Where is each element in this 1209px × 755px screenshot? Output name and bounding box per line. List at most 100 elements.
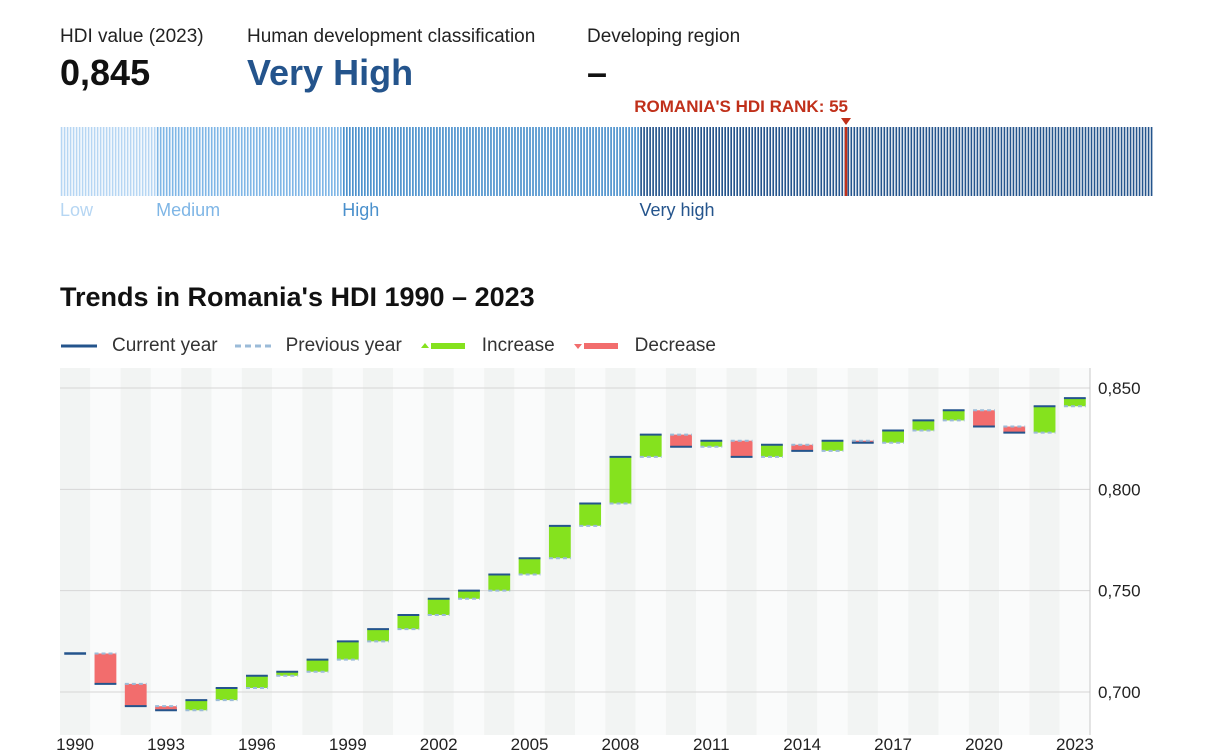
rank-marker-label: ROMANIA'S HDI RANK: 55 <box>634 97 848 116</box>
rank-bar-stripe <box>604 127 606 196</box>
increase-bar[interactable] <box>427 598 450 615</box>
current-year-line-icon <box>61 344 97 348</box>
rank-bar-stripe <box>523 127 525 196</box>
decrease-bar[interactable] <box>791 444 814 451</box>
rank-bar-stripe <box>736 127 739 196</box>
chart-column-band <box>302 368 333 735</box>
rank-bar-stripe <box>433 127 435 196</box>
rank-bar-stripe <box>916 127 919 196</box>
rank-bar-stripe <box>913 127 916 196</box>
rank-bar-stripe <box>511 127 513 196</box>
rank-bar-stripe <box>829 127 832 196</box>
increase-bar[interactable] <box>548 525 571 559</box>
increase-bar[interactable] <box>367 629 389 642</box>
rank-tier-label: Very high <box>640 200 715 220</box>
rank-bar-stripe <box>622 127 624 196</box>
rank-bar-stripe <box>1102 127 1105 196</box>
rank-bar-stripe <box>754 127 757 196</box>
increase-bar[interactable] <box>336 641 359 660</box>
rank-bar-stripe <box>270 127 273 196</box>
chart-column-band <box>514 368 545 735</box>
rank-bar-stripe <box>940 127 943 196</box>
rank-bar-stripe <box>517 127 519 196</box>
x-tick-label: 2011 <box>693 735 730 754</box>
increase-bar[interactable] <box>912 420 935 431</box>
rank-bar-stripe <box>370 127 372 196</box>
decrease-bar[interactable] <box>730 440 753 457</box>
increase-bar[interactable] <box>518 558 541 575</box>
decrease-bar[interactable] <box>670 434 692 447</box>
rank-bar-stripe <box>1006 127 1009 196</box>
decrease-bar[interactable] <box>851 440 874 443</box>
rank-bar-stripe <box>910 127 913 196</box>
rank-bar-stripe <box>343 127 345 196</box>
chart-column-band <box>453 368 485 735</box>
increase-bar[interactable] <box>246 675 268 688</box>
increase-bar[interactable] <box>579 503 602 526</box>
rank-bar-stripe <box>685 127 687 196</box>
rank-bar-stripe <box>544 127 546 196</box>
legend-increase[interactable]: Increase <box>418 335 555 357</box>
rank-bar-stripe <box>499 127 501 196</box>
y-tick-label: 0,700 <box>1098 683 1141 702</box>
rank-bar-stripe <box>1036 127 1039 196</box>
rank-bar-stripe <box>679 127 681 196</box>
rank-bar-stripe <box>652 127 654 196</box>
increase-bar[interactable] <box>1063 398 1086 407</box>
rank-bar-stripe <box>745 127 748 196</box>
x-tick-label: 1999 <box>329 735 367 754</box>
chart-column-band <box>120 368 151 735</box>
rank-bar-stripe <box>189 127 192 196</box>
rank-bar-stripe <box>213 127 216 196</box>
rank-bar-stripe <box>568 127 570 196</box>
chart-background-bands <box>60 368 1090 735</box>
rank-bar-stripe <box>324 127 327 196</box>
legend-current-year[interactable]: Current year <box>60 335 218 357</box>
rank-bar-stripe <box>1132 127 1135 196</box>
increase-bar[interactable] <box>821 440 844 451</box>
decrease-bar[interactable] <box>94 653 117 684</box>
rank-bar-stripe <box>892 127 895 196</box>
legend-previous-year[interactable]: Previous year <box>234 335 402 357</box>
rank-bar-stripe <box>580 127 582 196</box>
rank-bar-stripe <box>811 127 814 196</box>
rank-bar-stripe <box>285 127 288 196</box>
rank-bar-stripe <box>162 127 165 196</box>
rank-bar-stripe <box>388 127 390 196</box>
increase-bar[interactable] <box>458 590 480 599</box>
legend-decrease[interactable]: Decrease <box>571 335 716 357</box>
increase-bar[interactable] <box>185 700 208 711</box>
rank-bar-stripe <box>802 127 805 196</box>
decrease-bar[interactable] <box>155 706 177 711</box>
rank-bar-stripe <box>69 127 72 196</box>
increase-bar[interactable] <box>1033 406 1056 433</box>
rank-bar-stripe <box>186 127 189 196</box>
rank-bar-stripe <box>1051 127 1054 196</box>
rank-bar-stripe <box>655 127 657 196</box>
increase-bar[interactable] <box>215 687 238 701</box>
decrease-bar[interactable] <box>124 683 147 707</box>
rank-bar-stripe <box>1105 127 1108 196</box>
rank-bar-stripe <box>328 127 330 196</box>
rank-bar-stripe <box>249 127 252 196</box>
increase-bar[interactable] <box>639 434 662 457</box>
increase-bar[interactable] <box>276 671 299 676</box>
rank-bar-stripe <box>1123 127 1126 196</box>
decrease-bar[interactable] <box>1003 426 1026 433</box>
rank-bar-stripe <box>793 127 796 196</box>
increase-bar[interactable] <box>761 444 783 457</box>
increase-bar[interactable] <box>942 410 965 421</box>
rank-bar-stripe <box>649 127 651 196</box>
increase-bar[interactable] <box>306 659 329 672</box>
increase-bar[interactable] <box>882 430 904 443</box>
increase-bar[interactable] <box>609 456 632 504</box>
increase-bar[interactable] <box>700 440 723 447</box>
increase-arrow-icon <box>420 343 465 349</box>
increase-bar[interactable] <box>397 614 420 630</box>
rank-bar-stripe <box>219 127 222 196</box>
decrease-bar[interactable] <box>973 410 995 427</box>
rank-bar-stripe <box>96 127 99 196</box>
rank-bar-stripe <box>1129 127 1132 196</box>
increase-bar[interactable] <box>488 574 511 591</box>
rank-bar-stripe <box>168 127 171 196</box>
